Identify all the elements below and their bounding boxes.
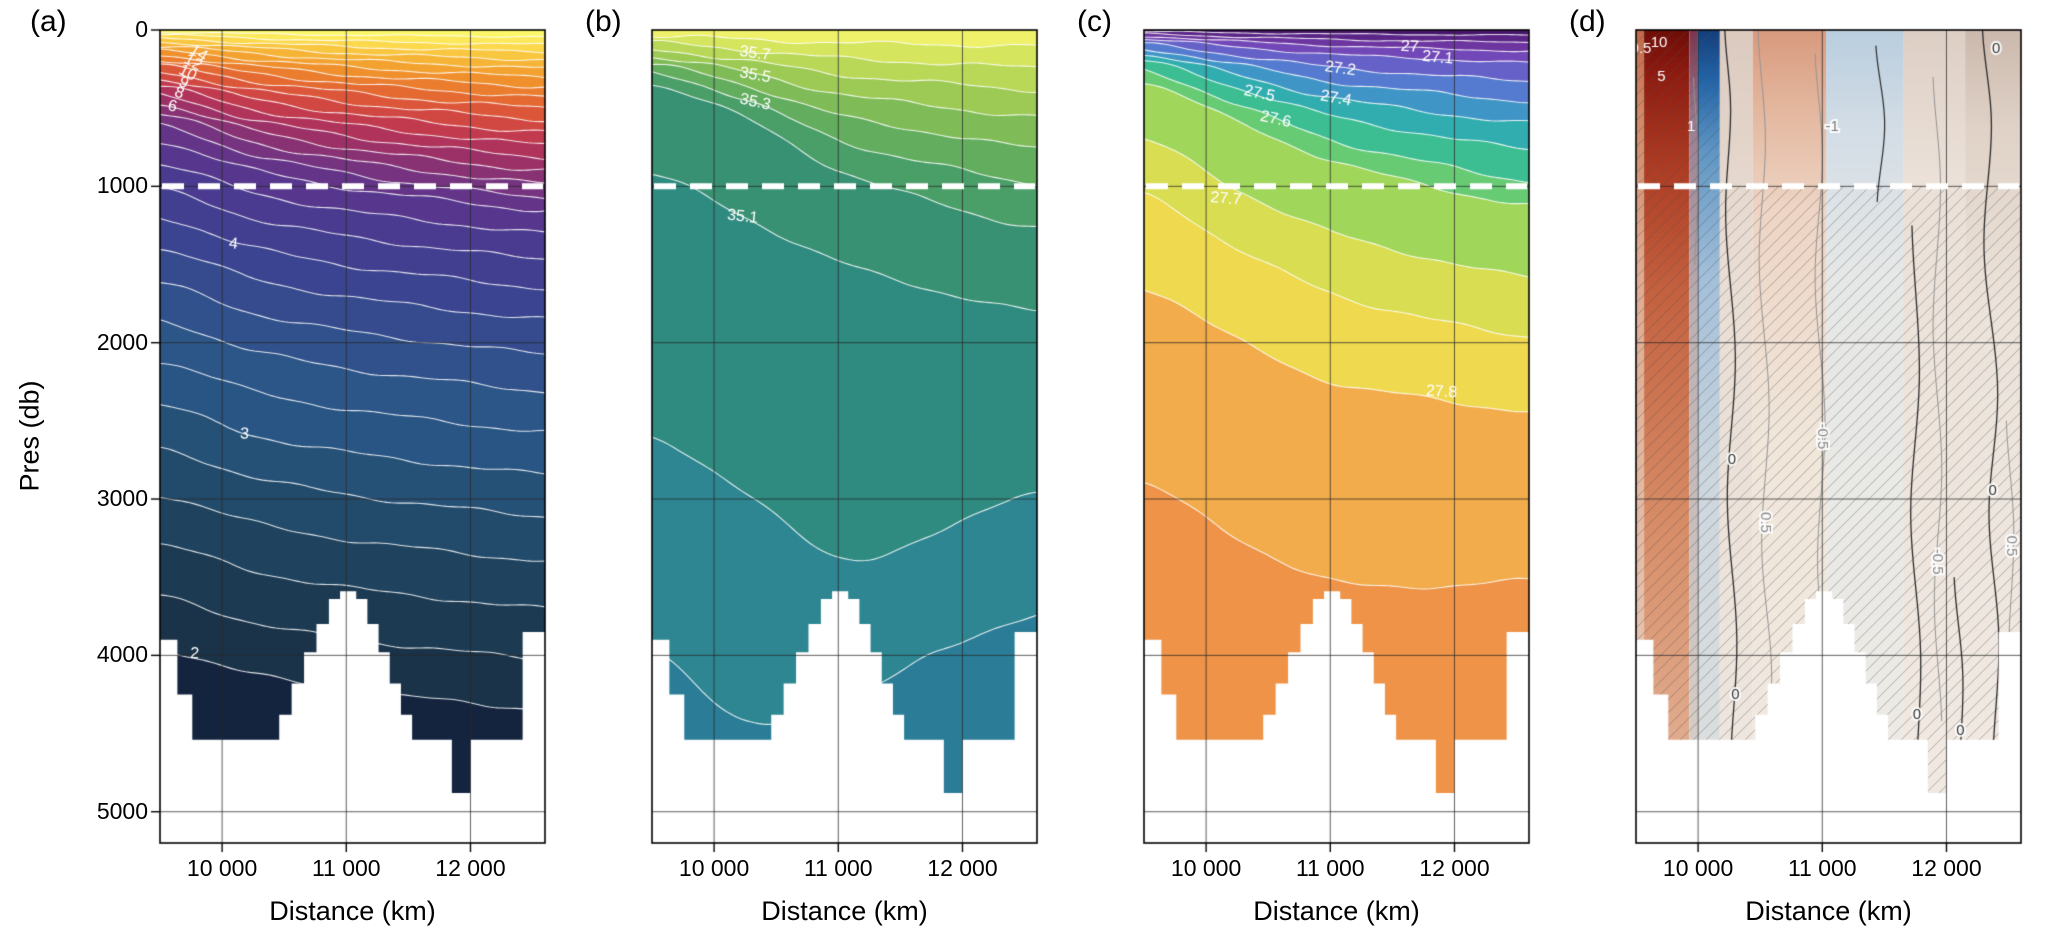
x-tick-label: 10 000 [678,855,750,881]
panel-letter-b: (b) [585,5,622,38]
x-tick-label: 11 000 [803,855,873,881]
x-tick-label: 12 000 [927,855,998,881]
x-axis-title-d: Distance (km) [1745,896,1912,926]
y-tick-label: 3000 [96,485,148,512]
x-axis-title-c: Distance (km) [1253,896,1420,926]
x-axis-title-b: Distance (km) [761,896,928,926]
y-tick-label: 1000 [96,172,148,199]
panel-letter-c: (c) [1077,5,1112,38]
x-tick-label: 10 000 [186,855,258,881]
y-axis-title: Pres (db) [14,380,45,492]
x-tick-label: 11 000 [1787,855,1857,881]
y-tick-label: 0 [135,16,148,42]
x-tick-label: 10 000 [1662,855,1734,881]
panel-letter-a: (a) [30,5,67,38]
x-tick-label: 12 000 [1419,855,1490,881]
x-tick-label: 12 000 [1911,855,1982,881]
panel-letter-d: (d) [1569,5,1606,38]
x-tick-label: 11 000 [311,855,381,881]
x-tick-label: 11 000 [1295,855,1365,881]
x-axis-title-a: Distance (km) [269,896,436,926]
y-tick-label: 4000 [96,641,148,668]
x-tick-label: 10 000 [1170,855,1242,881]
y-tick-label: 2000 [96,328,148,355]
x-tick-label: 12 000 [435,855,506,881]
y-tick-label: 5000 [96,797,148,824]
